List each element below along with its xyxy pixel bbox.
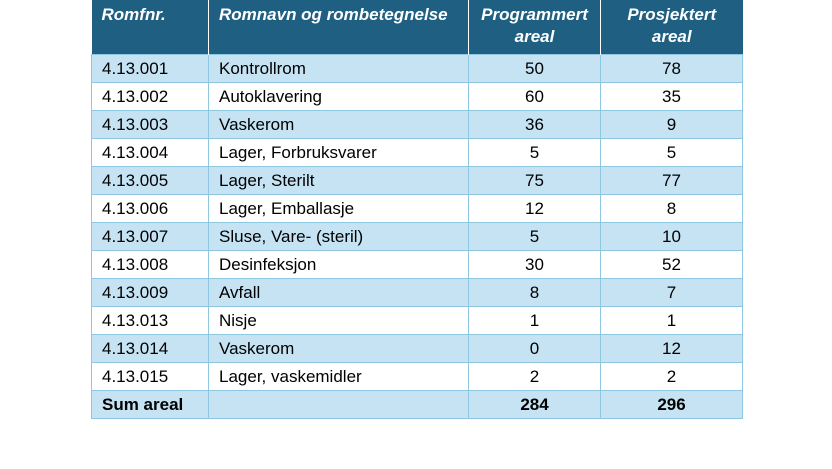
cell-prosjektert: 52	[600, 250, 743, 279]
header-programmert-line1: Programmert	[481, 5, 588, 24]
cell-romnavn: Lager, vaskemidler	[208, 362, 469, 391]
table-row: 4.13.001 Kontrollrom 50 78	[91, 54, 743, 83]
header-prosjektert-line1: Prosjektert	[627, 5, 717, 24]
cell-programmert: 5	[468, 222, 601, 251]
cell-romnavn: Nisje	[208, 306, 469, 335]
cell-programmert: 1	[468, 306, 601, 335]
cell-romnavn: Vaskerom	[208, 334, 469, 363]
cell-romfnr: 4.13.008	[91, 250, 209, 279]
header-prosjektert-line2: areal	[651, 27, 692, 46]
cell-romnavn: Sluse, Vare- (steril)	[208, 222, 469, 251]
cell-prosjektert: 5	[600, 138, 743, 167]
cell-romfnr: 4.13.003	[91, 110, 209, 139]
cell-programmert: 8	[468, 278, 601, 307]
cell-romnavn: Vaskerom	[208, 110, 469, 139]
table-row: 4.13.004 Lager, Forbruksvarer 5 5	[91, 138, 743, 167]
cell-prosjektert: 12	[600, 334, 743, 363]
cell-romnavn: Lager, Forbruksvarer	[208, 138, 469, 167]
cell-romfnr: 4.13.014	[91, 334, 209, 363]
table-row: 4.13.005 Lager, Sterilt 75 77	[91, 166, 743, 195]
cell-programmert: 30	[468, 250, 601, 279]
cell-programmert: 12	[468, 194, 601, 223]
cell-romnavn: Kontrollrom	[208, 54, 469, 83]
cell-romnavn: Lager, Sterilt	[208, 166, 469, 195]
header-romnavn: Romnavn og rombetegnelse	[208, 0, 469, 55]
header-programmert-areal: Programmert areal	[468, 0, 601, 55]
table-row: 4.13.002 Autoklavering 60 35	[91, 82, 743, 111]
table-row: 4.13.009 Avfall 8 7	[91, 278, 743, 307]
cell-romfnr: 4.13.006	[91, 194, 209, 223]
cell-romfnr: 4.13.001	[91, 54, 209, 83]
cell-programmert: 60	[468, 82, 601, 111]
cell-prosjektert: 7	[600, 278, 743, 307]
cell-programmert: 2	[468, 362, 601, 391]
sum-prosjektert: 296	[600, 390, 743, 419]
table-row: 4.13.003 Vaskerom 36 9	[91, 110, 743, 139]
cell-programmert: 5	[468, 138, 601, 167]
cell-prosjektert: 10	[600, 222, 743, 251]
cell-programmert: 36	[468, 110, 601, 139]
table-body: 4.13.001 Kontrollrom 50 78 4.13.002 Autoklave…	[91, 54, 743, 419]
cell-romfnr: 4.13.013	[91, 306, 209, 335]
cell-programmert: 0	[468, 334, 601, 363]
cell-romnavn: Autoklavering	[208, 82, 469, 111]
cell-romnavn: Avfall	[208, 278, 469, 307]
sum-empty	[208, 390, 469, 419]
cell-programmert: 75	[468, 166, 601, 195]
table-row: 4.13.015 Lager, vaskemidler 2 2	[91, 362, 743, 391]
cell-romnavn: Desinfeksjon	[208, 250, 469, 279]
cell-prosjektert: 8	[600, 194, 743, 223]
table-row: 4.13.006 Lager, Emballasje 12 8	[91, 194, 743, 223]
cell-prosjektert: 77	[600, 166, 743, 195]
sum-row: Sum areal 284 296	[91, 390, 743, 419]
header-prosjektert-areal: Prosjektert areal	[600, 0, 743, 55]
cell-prosjektert: 9	[600, 110, 743, 139]
table-row: 4.13.014 Vaskerom 0 12	[91, 334, 743, 363]
cell-romnavn: Lager, Emballasje	[208, 194, 469, 223]
cell-prosjektert: 1	[600, 306, 743, 335]
header-row: Romfnr. Romnavn og rombetegnelse Program…	[91, 0, 743, 55]
cell-prosjektert: 78	[600, 54, 743, 83]
sum-programmert: 284	[468, 390, 601, 419]
cell-romfnr: 4.13.015	[91, 362, 209, 391]
cell-romfnr: 4.13.004	[91, 138, 209, 167]
table-row: 4.13.007 Sluse, Vare- (steril) 5 10	[91, 222, 743, 251]
cell-prosjektert: 35	[600, 82, 743, 111]
cell-prosjektert: 2	[600, 362, 743, 391]
header-romfnr: Romfnr.	[91, 0, 209, 55]
cell-romfnr: 4.13.009	[91, 278, 209, 307]
cell-romfnr: 4.13.005	[91, 166, 209, 195]
sum-label: Sum areal	[91, 390, 209, 419]
cell-programmert: 50	[468, 54, 601, 83]
table-row: 4.13.008 Desinfeksjon 30 52	[91, 250, 743, 279]
cell-romfnr: 4.13.002	[91, 82, 209, 111]
cell-romfnr: 4.13.007	[91, 222, 209, 251]
table-row: 4.13.013 Nisje 1 1	[91, 306, 743, 335]
room-area-table: Romfnr. Romnavn og rombetegnelse Program…	[91, 0, 743, 419]
header-programmert-line2: areal	[514, 27, 555, 46]
